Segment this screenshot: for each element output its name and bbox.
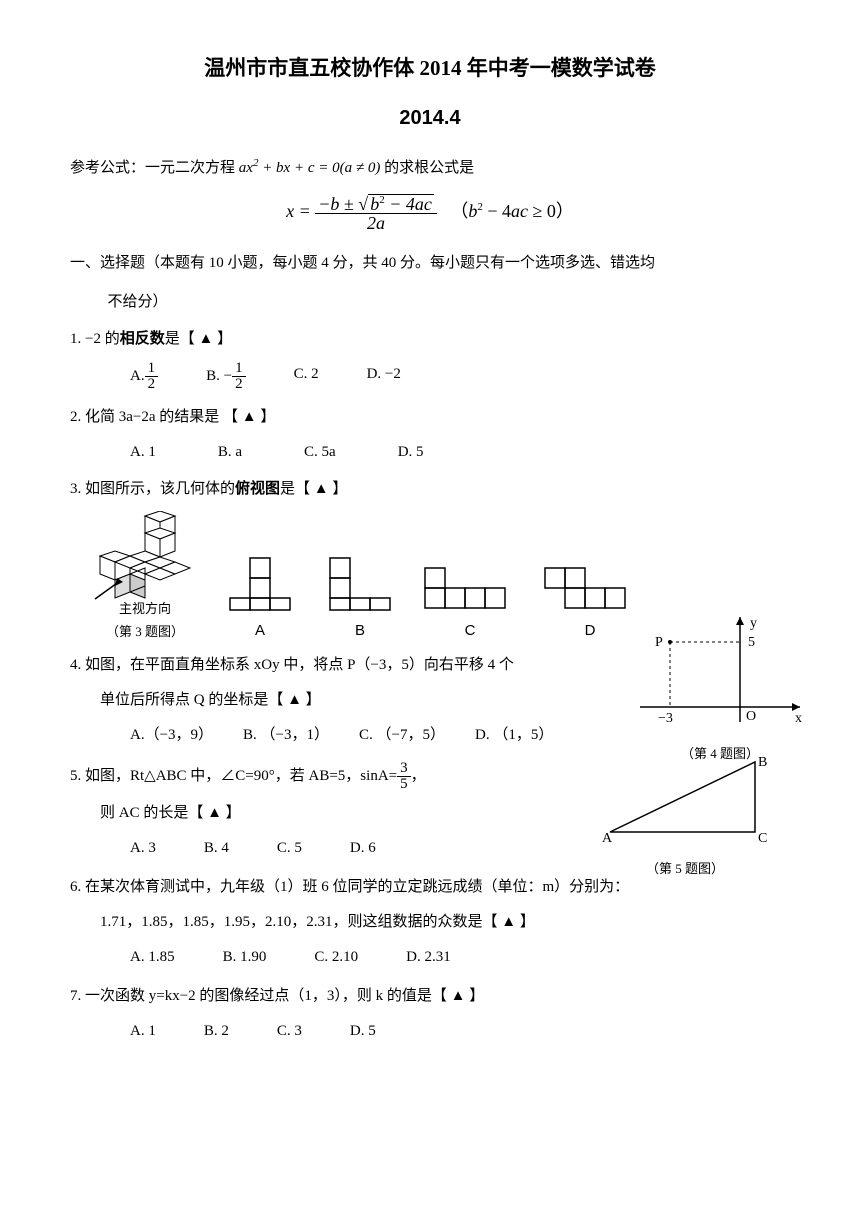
shape-d-icon <box>540 563 640 613</box>
q1-options: A.12 B. −12 C. 2 D. −2 <box>70 361 790 392</box>
formula-note: 参考公式：一元二次方程 ax2 + bx + c = 0(a ≠ 0) 的求根公… <box>70 154 790 182</box>
x-val: −3 <box>658 711 673 726</box>
q3-option-d: D <box>540 563 640 644</box>
vertex-c: C <box>758 831 767 846</box>
shape-b-icon <box>320 553 400 613</box>
q4-coordinate-graph: P 5 −3 O x y （第 4 题图） <box>630 612 810 765</box>
question-3: 3. 如图所示，该几何体的俯视图是【 ▲ 】 <box>70 476 790 503</box>
cube-solid-icon <box>90 511 200 601</box>
q3-option-b: B <box>320 553 400 644</box>
q4-wrapper: P 5 −3 O x y （第 4 题图） A B C （第 5 题图） 4. … <box>70 652 790 862</box>
q2-options: A. 1 B. a C. 5a D. 5 <box>70 439 790 466</box>
exam-date: 2014.4 <box>70 100 790 136</box>
p-label: P <box>655 635 663 650</box>
q3-option-a: A <box>220 553 300 644</box>
y-axis-label: y <box>750 616 757 631</box>
exam-title: 温州市市直五校协作体 2014 年中考一模数学试卷 <box>70 50 790 88</box>
question-1: 1. −2 的相反数是【 ▲ 】 <box>70 326 790 353</box>
q3-solid: 主视方向（第 3 题图） <box>90 511 200 644</box>
question-7: 7. 一次函数 y=kx−2 的图像经过点（1，3），则 k 的值是【 ▲ 】 <box>70 983 790 1010</box>
quadratic-formula: x = −b ± √b2 − 4ac 2a （b2 − 4ac ≥ 0） <box>70 194 790 232</box>
question-6-line2: 1.71，1.85，1.85，1.95，2.10，2.31，则这组数据的众数是【… <box>70 909 790 936</box>
q3-option-c: C <box>420 563 520 644</box>
vertex-a: A <box>602 831 613 846</box>
y-val: 5 <box>748 635 755 650</box>
shape-c-icon <box>420 563 520 613</box>
origin-label: O <box>746 709 756 724</box>
section-1-sub: 不给分） <box>70 289 790 316</box>
q5-triangle-graph: A B C （第 5 题图） <box>600 752 770 880</box>
q6-options: A. 1.85 B. 1.90 C. 2.10 D. 2.31 <box>70 944 790 971</box>
x-axis-label: x <box>795 711 802 726</box>
section-1-header: 一、选择题（本题有 10 小题，每小题 4 分，共 40 分。每小题只有一个选项… <box>70 250 790 277</box>
shape-a-icon <box>220 553 300 613</box>
q7-options: A. 1 B. 2 C. 3 D. 5 <box>70 1018 790 1045</box>
vertex-b: B <box>758 755 767 770</box>
question-2: 2. 化简 3a−2a 的结果是 【 ▲ 】 <box>70 404 790 431</box>
